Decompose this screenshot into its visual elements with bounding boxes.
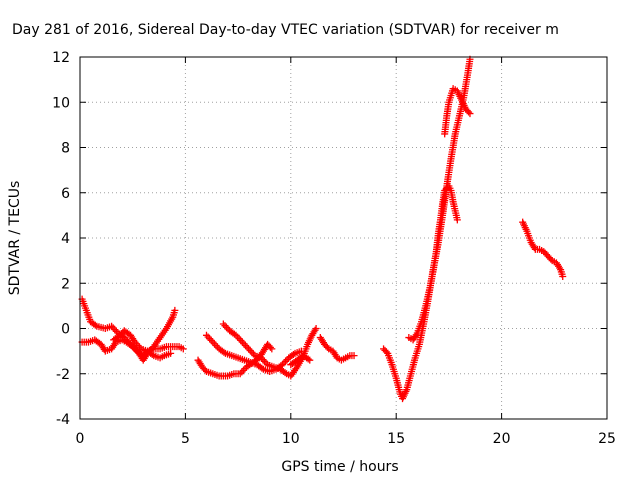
y-tick-label: 4 (61, 231, 70, 247)
data-point (260, 357, 268, 365)
data-point (171, 306, 179, 314)
data-point (239, 366, 247, 374)
data-point (323, 343, 331, 351)
data-point (202, 331, 210, 339)
y-tick-label: 2 (61, 276, 70, 292)
data-point (91, 321, 99, 329)
data-point (281, 369, 289, 377)
y-tick-label: -2 (56, 367, 70, 383)
x-tick-label: 25 (598, 431, 616, 447)
y-tick-label: 8 (61, 141, 70, 157)
data-point (219, 320, 227, 328)
data-point (240, 340, 248, 348)
data-point (241, 341, 249, 349)
data-point (238, 338, 246, 346)
data-point (547, 255, 555, 263)
grid (80, 57, 607, 419)
data-point (382, 348, 390, 356)
data-point (289, 351, 297, 359)
data-point (209, 338, 217, 346)
plot-frame (79, 56, 608, 420)
data-point (221, 322, 229, 330)
data-point (559, 272, 567, 280)
y-tick-label: 0 (61, 322, 70, 338)
x-axis-label: GPS time / hours (281, 459, 398, 475)
data-point (148, 351, 156, 359)
x-tick-label: 0 (76, 431, 85, 447)
data-point (237, 336, 245, 344)
x-tick-label: 15 (387, 431, 405, 447)
x-tick-label: 10 (282, 431, 300, 447)
data-point (453, 216, 461, 224)
y-tick-label: -4 (56, 412, 70, 428)
data-point (248, 348, 256, 356)
data-point (243, 343, 251, 351)
data-point (282, 357, 290, 365)
data-point (109, 324, 117, 332)
data-point (312, 325, 320, 332)
data-point (210, 340, 218, 348)
data-point (179, 345, 187, 353)
data-point (266, 343, 274, 351)
data-point (466, 110, 474, 118)
data-point (350, 352, 358, 360)
y-tick-label: 10 (52, 95, 70, 111)
y-axis: -4 -2 0 2 4 6 8 10 12 (52, 50, 607, 428)
data-point (204, 333, 212, 341)
data-point (212, 341, 220, 349)
y-tick-label: 6 (61, 186, 70, 202)
data-point (304, 355, 312, 363)
data-point (238, 368, 246, 376)
x-tick-label: 5 (181, 431, 190, 447)
data-point (167, 349, 175, 357)
data-point (465, 108, 473, 116)
x-tick-label: 20 (493, 431, 511, 447)
chart-title: Day 281 of 2016, Sidereal Day-to-day VTE… (12, 22, 559, 38)
data-point (246, 347, 254, 355)
data-point (223, 323, 231, 331)
y-tick-label: 12 (52, 50, 70, 66)
data-point (268, 345, 276, 353)
data-point (306, 356, 314, 364)
data-point (245, 345, 253, 353)
data-point (258, 364, 266, 372)
data-point (201, 366, 209, 374)
data-point (220, 348, 228, 356)
x-axis: 0 5 10 15 20 25 (76, 57, 616, 447)
data-point (207, 336, 215, 344)
data-point (206, 335, 214, 343)
data-points (78, 55, 567, 403)
data-point (235, 335, 243, 343)
y-axis-label: SDTVAR / TECUs (7, 181, 23, 296)
